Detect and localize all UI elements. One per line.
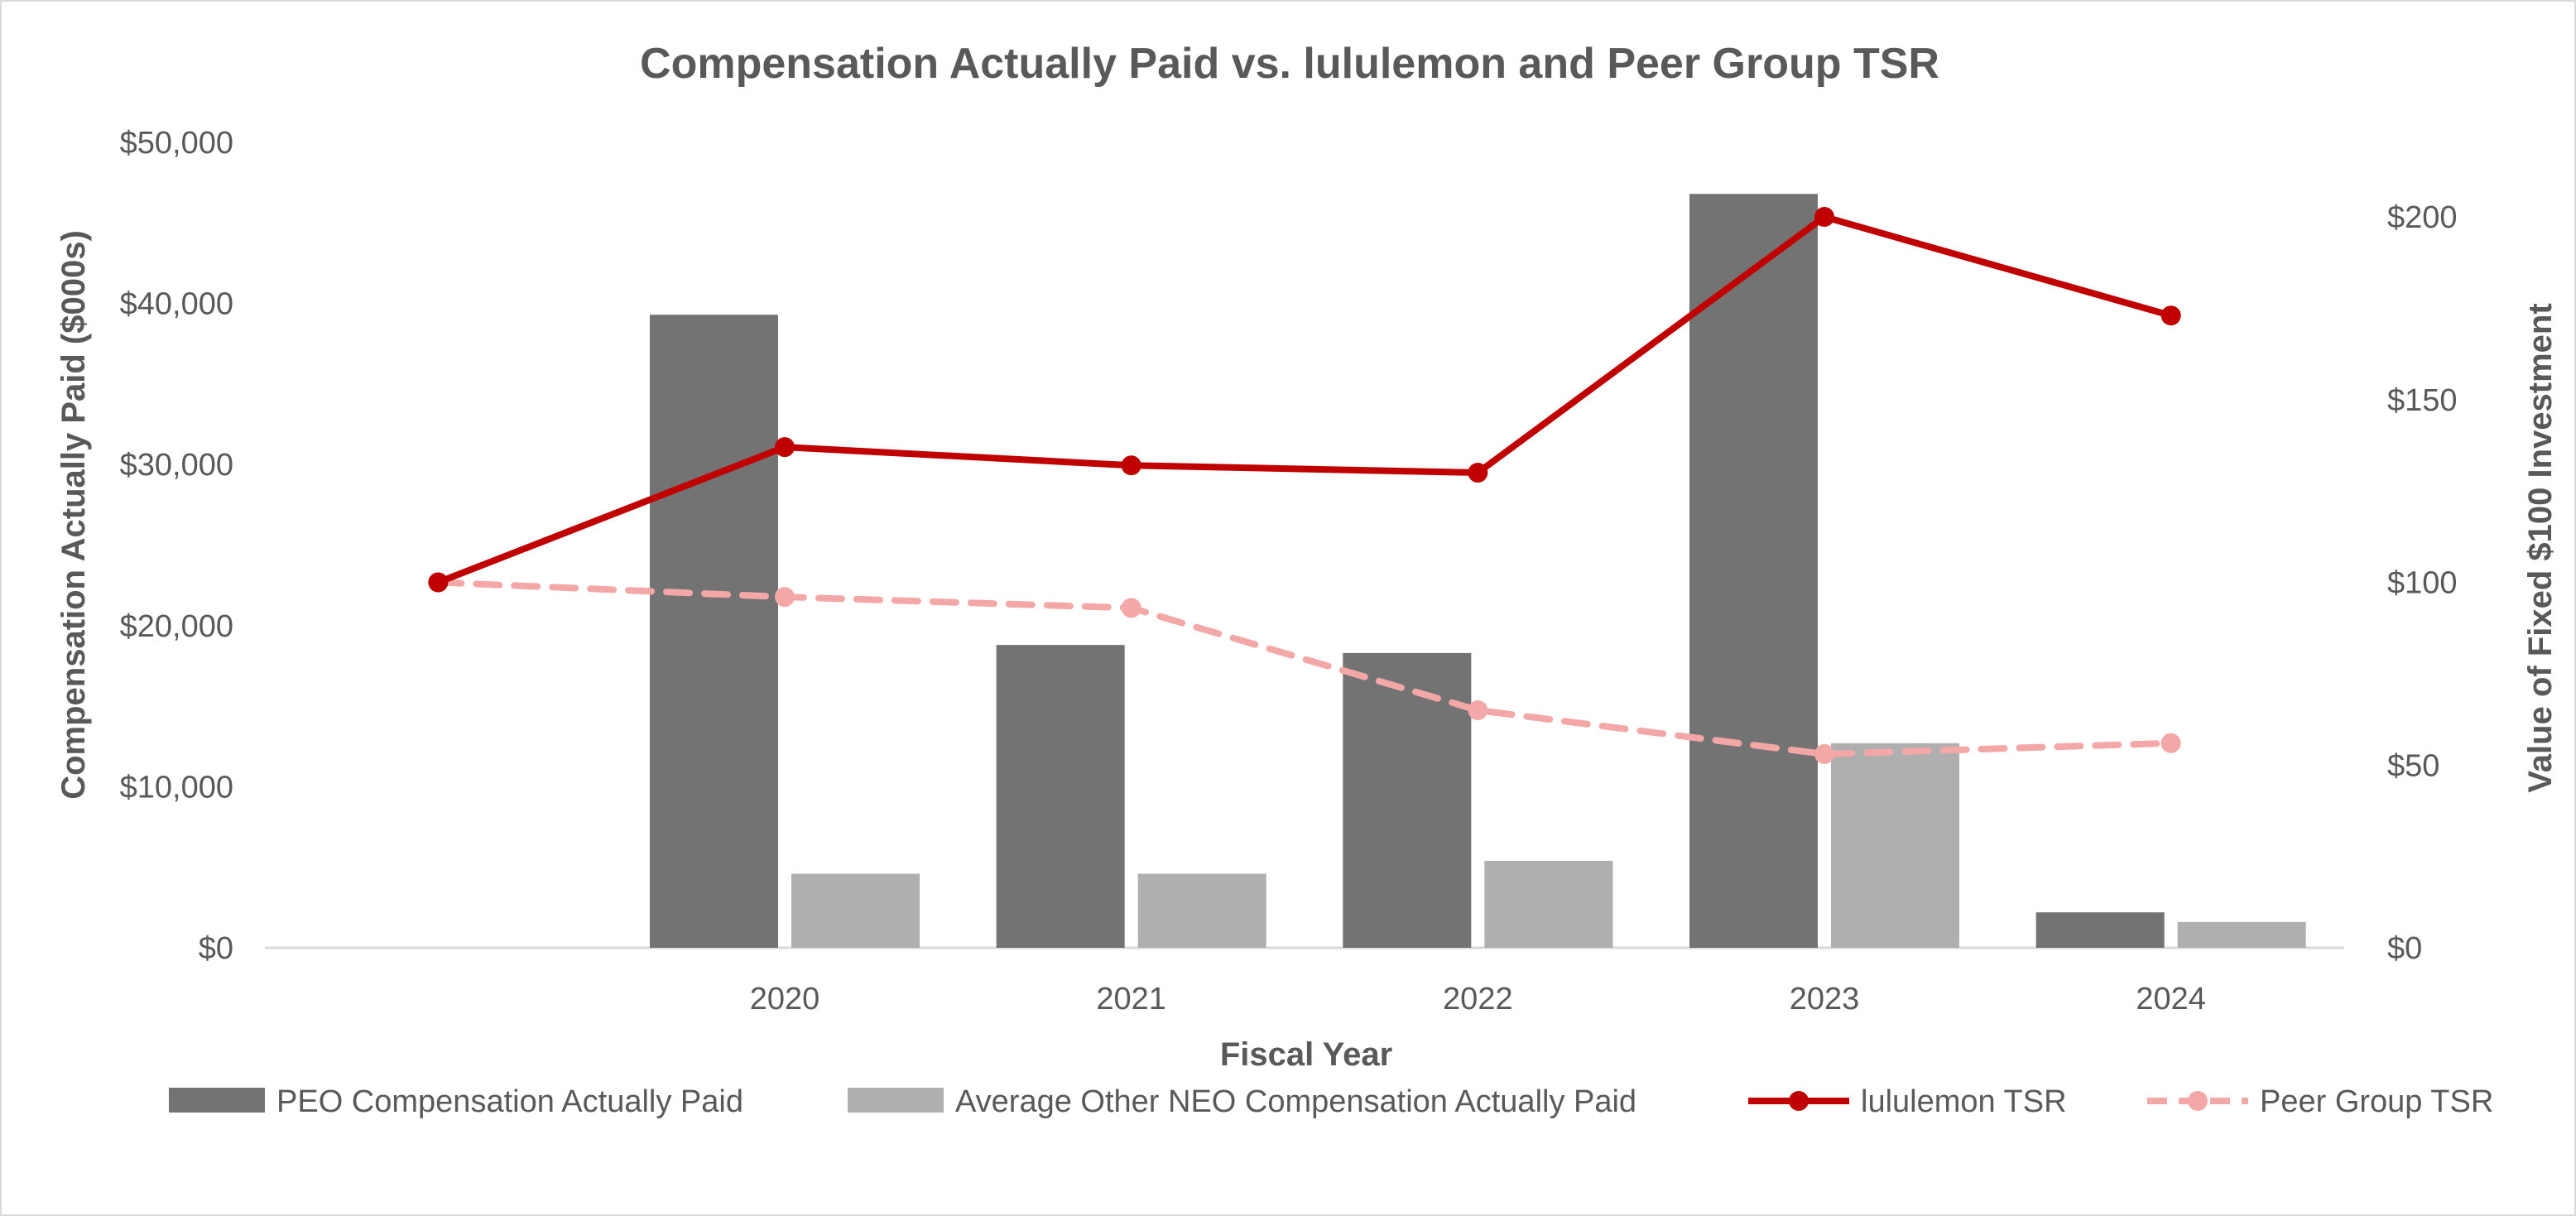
x-tick-label: 2024 xyxy=(2136,982,2206,1017)
legend-peo: PEO Compensation Actually Paid xyxy=(169,1084,743,1119)
y-tick-label: $50,000 xyxy=(120,126,233,161)
legend-neo-swatch xyxy=(848,1088,944,1113)
peo-comp-bar xyxy=(1343,652,1472,948)
lululemon-tsr-line xyxy=(435,214,2175,586)
x-tick-label: 2022 xyxy=(1443,982,1513,1017)
y2-tick-label: $200 xyxy=(2387,200,2458,235)
legend-lululemon-tsr: lululemon TSR xyxy=(1748,1084,2067,1119)
x-tick-label: 2021 xyxy=(1096,982,1166,1017)
legend-lululemon-tsr-marker xyxy=(1789,1091,1809,1111)
legend-neo-label: Average Other NEO Compensation Actually … xyxy=(955,1084,1636,1119)
neo-comp-bar xyxy=(2177,921,2306,948)
chart-title: Compensation Actually Paid vs. lululemon… xyxy=(640,40,1939,88)
x-tick-label: 2023 xyxy=(1790,982,1860,1017)
legend-lululemon-tsr-label: lululemon TSR xyxy=(1861,1084,2067,1119)
y-tick-label: $10,000 xyxy=(120,770,233,805)
right-axis-ticks: $0 $50 $100 $150 $200 xyxy=(2387,200,2458,966)
lululemon-tsr-point xyxy=(428,572,449,593)
x-tick-label: 2020 xyxy=(750,982,820,1017)
y2-tick-label: $100 xyxy=(2387,566,2458,601)
y-tick-label: $20,000 xyxy=(120,609,233,644)
peer-tsr-point xyxy=(2160,733,2181,753)
y-tick-label: $30,000 xyxy=(120,448,233,483)
legend: PEO Compensation Actually Paid Average Ot… xyxy=(169,1084,2493,1119)
y2-tick-label: $0 xyxy=(2387,931,2422,966)
lululemon-tsr-point xyxy=(2160,305,2181,326)
lululemon-tsr-point xyxy=(775,437,795,458)
y-tick-label: $0 xyxy=(199,931,233,966)
peer-tsr-line xyxy=(435,579,2175,758)
peo-comp-bar xyxy=(650,315,778,948)
neo-comp-bar xyxy=(1484,860,1613,948)
y2-axis-title: Value of Fixed $100 Investment xyxy=(2522,303,2559,792)
lululemon-tsr-point xyxy=(1814,207,1834,227)
lines xyxy=(428,207,2181,765)
peer-tsr-point xyxy=(1468,700,1488,721)
neo-comp-bar xyxy=(791,873,920,948)
legend-neo: Average Other NEO Compensation Actually … xyxy=(848,1084,1636,1119)
peo-comp-bar xyxy=(2035,912,2165,948)
lululemon-tsr-point xyxy=(1468,463,1488,483)
legend-peo-label: PEO Compensation Actually Paid xyxy=(276,1084,743,1119)
neo-comp-bar xyxy=(1831,743,1959,948)
legend-peer-tsr: Peer Group TSR xyxy=(2147,1084,2493,1119)
peo-comp-bar xyxy=(996,645,1125,948)
y-axis-title: Compensation Actually Paid ($000s) xyxy=(55,230,92,800)
peer-tsr-point xyxy=(775,587,795,608)
y2-tick-label: $150 xyxy=(2387,383,2458,418)
peer-tsr-point xyxy=(1814,744,1834,765)
legend-peer-tsr-label: Peer Group TSR xyxy=(2260,1084,2493,1119)
bars xyxy=(650,194,2306,949)
neo-comp-bar xyxy=(1137,873,1266,948)
peo-comp-bar xyxy=(1689,194,1818,949)
left-axis-ticks: $0 $10,000 $20,000 $30,000 $40,000 $50,000 xyxy=(120,126,233,966)
y-tick-label: $40,000 xyxy=(120,287,233,322)
lululemon-tsr-point xyxy=(1121,455,1141,476)
x-axis-ticks: 2020 2021 2022 2023 2024 xyxy=(750,982,2206,1017)
legend-peer-tsr-marker xyxy=(2188,1091,2208,1111)
x-axis-title: Fiscal Year xyxy=(1220,1036,1392,1073)
peer-tsr-point xyxy=(1121,598,1141,618)
legend-peo-swatch xyxy=(169,1088,265,1113)
y2-tick-label: $50 xyxy=(2387,748,2439,783)
